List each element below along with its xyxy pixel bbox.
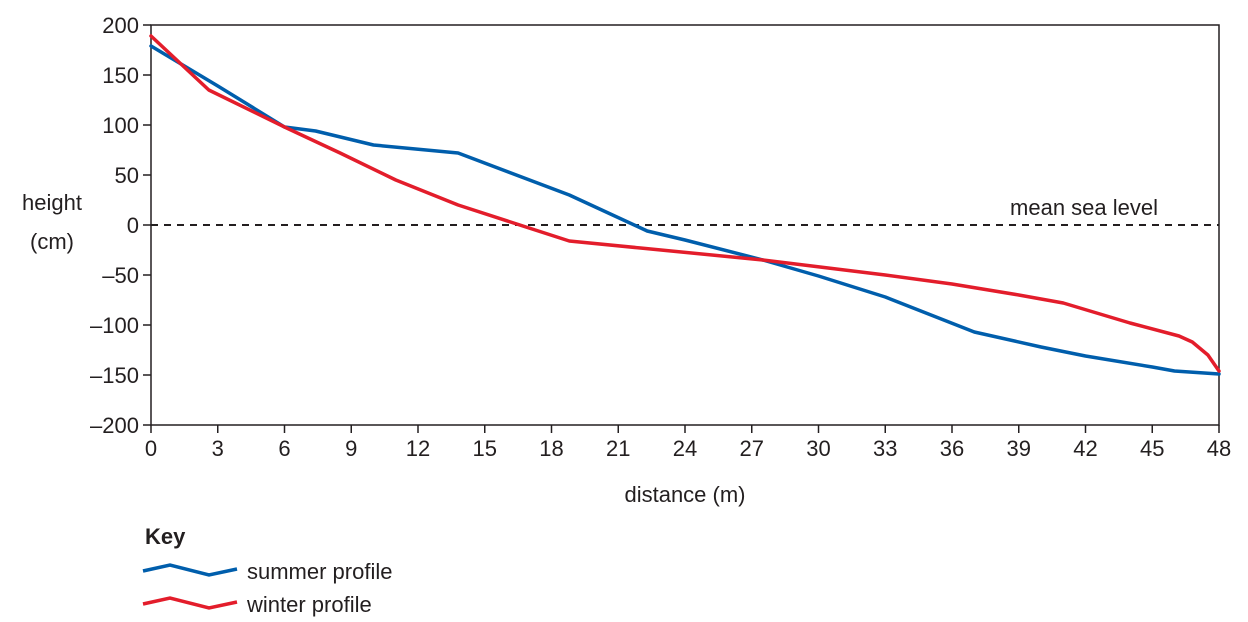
y-axis: 200 150 100 50 0 –50 –100 –150 –200 <box>90 13 151 438</box>
x-tick-label: 15 <box>473 436 497 461</box>
x-tick-label: 3 <box>212 436 224 461</box>
y-tick-label: 150 <box>102 63 139 88</box>
x-tick-label: 0 <box>145 436 157 461</box>
y-axis-title-line-1: height <box>22 190 82 215</box>
y-tick-label: 50 <box>115 163 139 188</box>
y-tick-label: –50 <box>102 263 139 288</box>
y-tick-label: –200 <box>90 413 139 438</box>
x-tick-label: 33 <box>873 436 897 461</box>
x-tick-label: 27 <box>740 436 764 461</box>
x-tick-label: 12 <box>406 436 430 461</box>
x-tick-label: 21 <box>606 436 630 461</box>
y-tick-label: 0 <box>127 213 139 238</box>
y-tick-label: 200 <box>102 13 139 38</box>
x-tick-label: 6 <box>278 436 290 461</box>
x-tick-label: 24 <box>673 436 697 461</box>
winter-profile-line <box>149 34 1221 373</box>
legend-summer-swatch <box>142 563 238 577</box>
x-tick-label: 9 <box>345 436 357 461</box>
legend-title: Key <box>145 524 186 549</box>
summer-profile-line <box>149 44 1221 376</box>
legend-winter-label: winter profile <box>246 592 372 617</box>
x-tick-label: 36 <box>940 436 964 461</box>
legend: Key summer profile winter profile <box>142 524 392 617</box>
x-tick-label: 42 <box>1073 436 1097 461</box>
x-axis: 0 3 6 9 12 15 18 21 24 27 30 33 36 39 42 45 48 <box>145 425 1231 461</box>
series-layer <box>149 34 1221 376</box>
y-axis-title-line-2: (cm) <box>30 229 74 254</box>
x-tick-label: 30 <box>806 436 830 461</box>
y-tick-label: 100 <box>102 113 139 138</box>
x-tick-label: 39 <box>1007 436 1031 461</box>
x-tick-label: 18 <box>539 436 563 461</box>
x-axis-title: distance (m) <box>624 482 745 507</box>
legend-summer-label: summer profile <box>247 559 392 584</box>
legend-winter-swatch <box>142 596 238 610</box>
x-tick-label: 48 <box>1207 436 1231 461</box>
mean-sea-level-label: mean sea level <box>1010 195 1158 220</box>
y-tick-label: –100 <box>90 313 139 338</box>
y-tick-label: –150 <box>90 363 139 388</box>
x-tick-label: 45 <box>1140 436 1164 461</box>
